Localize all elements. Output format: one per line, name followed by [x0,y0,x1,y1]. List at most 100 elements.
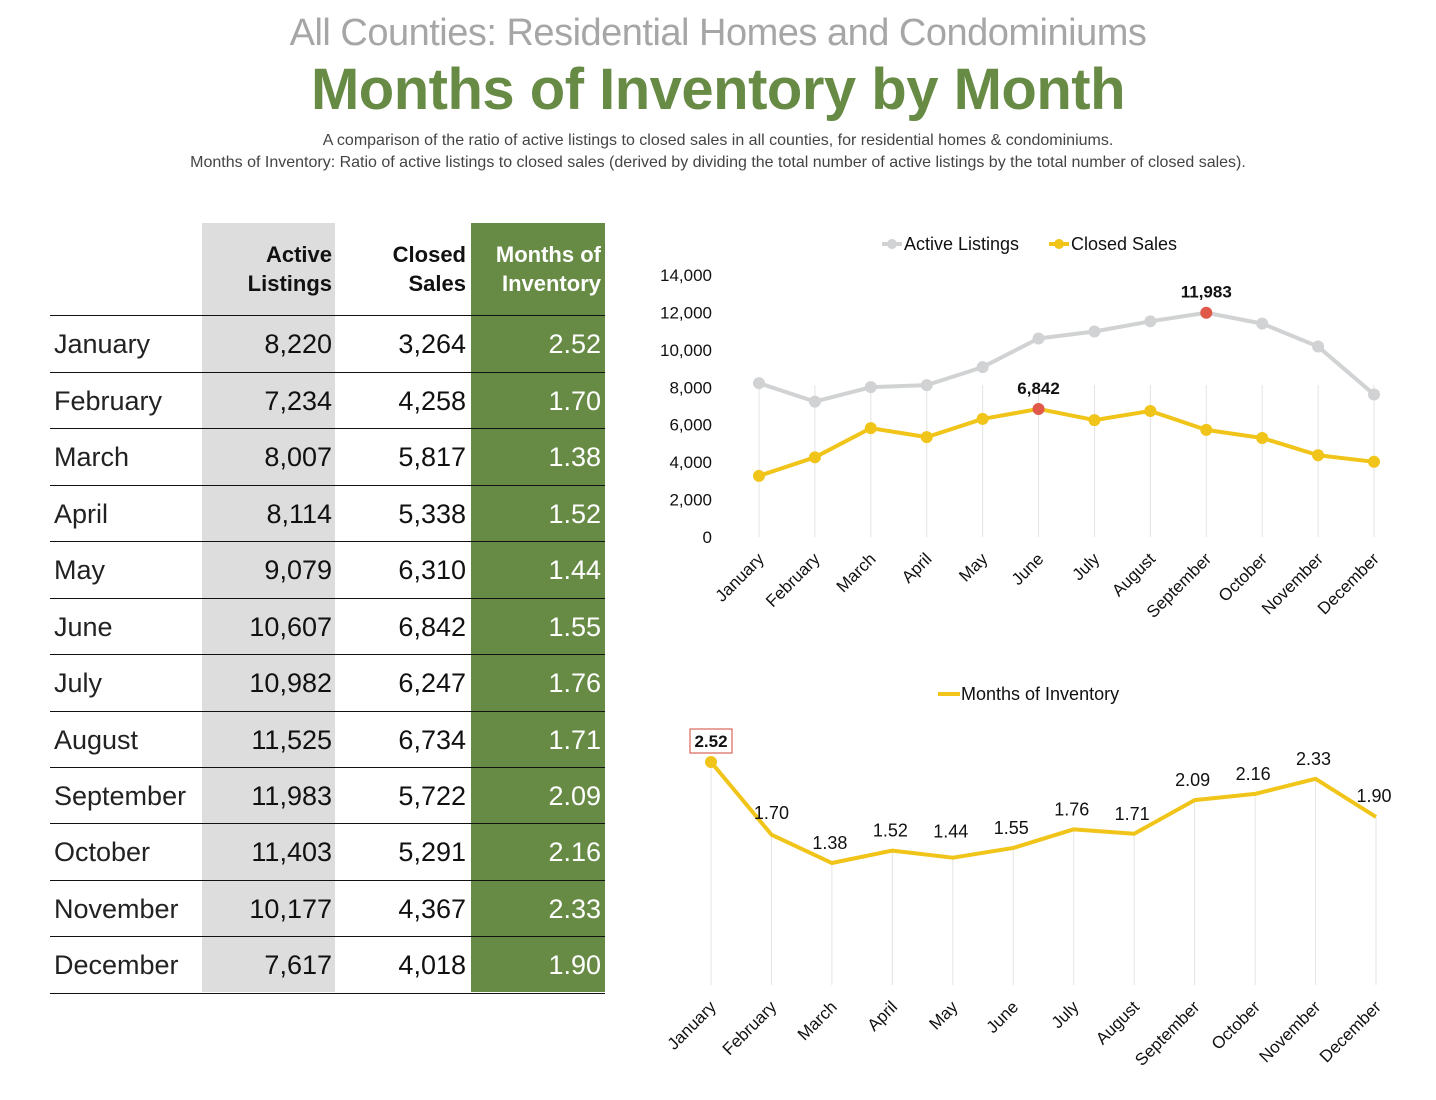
closed-sales-cell: 5,722 [398,781,466,811]
highlight-point [1200,306,1213,319]
y-tick-label: 4,000 [669,453,712,472]
y-tick-label: 14,000 [660,266,712,285]
description-line-2: Months of Inventory: Ratio of active lis… [190,154,1246,171]
series-line-active-listings [758,310,1376,404]
highlight-point [705,756,717,768]
data-point [1256,317,1269,330]
legend-marker-active-listings [887,239,897,249]
x-tick-label: August [1092,997,1143,1048]
y-tick-label: 10,000 [660,341,712,360]
active-listings-cell: 7,617 [264,950,332,980]
active-listings-cell: 11,403 [251,837,332,867]
data-label: 2.16 [1236,764,1271,784]
data-point [920,379,933,392]
header-active-listings: Active Listings [247,242,332,296]
x-tick-label: March [794,997,841,1044]
data-point [1256,431,1269,444]
header-closed-sales: Closed Sales [392,242,466,296]
x-tick-label: July [1048,997,1083,1032]
table-row: January 8,220 3,264 2.52 [50,315,605,372]
table-row: August 11,525 6,734 1.71 [50,711,605,768]
x-tick-label: January [712,549,769,606]
x-tick-label: January [664,997,721,1054]
table-row: July 10,982 6,247 1.76 [50,654,605,711]
data-point [1144,404,1157,417]
closed-sales-cell: 4,367 [398,894,466,924]
y-tick-label: 12,000 [660,303,712,322]
table-row: September 11,983 5,722 2.09 [50,767,605,824]
closed-sales-cell: 6,734 [398,725,466,755]
data-point [1088,325,1101,338]
month-cell: April [54,499,109,529]
table-row: May 9,079 6,310 1.44 [50,541,605,598]
active-listings-cell: 10,982 [249,668,332,698]
data-point [808,451,821,464]
closed-sales-cell: 5,291 [398,837,466,867]
months-of-inventory-cell: 1.71 [548,725,601,755]
active-listings-cell: 8,220 [264,329,332,359]
data-point [976,412,989,425]
data-label: 11,983 [1181,283,1232,302]
legend-label: Active Listings [904,234,1019,254]
table-row: April 8,114 5,338 1.52 [50,485,605,542]
months-of-inventory-column-bg [471,223,605,992]
active-listings-cell: 9,079 [264,555,332,585]
data-label: 1.71 [1115,804,1150,824]
closed-sales-cell: 5,817 [398,442,466,472]
x-tick-label: August [1108,549,1159,600]
x-tick-label: September [1131,997,1203,1069]
y-tick-label: 0 [703,528,712,547]
data-label: 1.52 [873,821,908,841]
closed-sales-cell: 6,247 [398,668,466,698]
months-of-inventory-cell: 1.52 [548,499,601,529]
series-line-closed-sales [758,406,1375,478]
x-tick-label: February [719,997,781,1059]
months-of-inventory-cell: 2.16 [548,837,601,867]
months-of-inventory-cell: 2.52 [548,329,601,359]
active-listings-cell: 10,177 [249,894,332,924]
months-of-inventory-cell: 2.09 [548,781,601,811]
months-of-inventory-cell: 2.33 [548,894,601,924]
month-cell: June [54,612,113,642]
data-point [1032,332,1045,345]
months-of-inventory-cell: 1.38 [548,442,601,472]
legend-label: Closed Sales [1071,234,1177,254]
closed-sales-cell: 3,264 [398,329,466,359]
data-point [976,361,989,374]
x-tick-label: May [925,997,961,1033]
months-of-inventory-cell: 1.44 [548,555,601,585]
x-tick-label: December [1314,549,1383,618]
month-cell: March [54,442,130,472]
month-cell: January [54,329,151,359]
description-line-1: A comparison of the ratio of active list… [322,132,1114,149]
active-listings-cell: 11,983 [251,781,332,811]
data-point [1368,455,1380,468]
data-point [864,422,877,435]
x-tick-label: June [983,997,1023,1037]
data-label: 1.70 [754,803,789,823]
months-of-inventory-cell: 1.70 [548,386,601,416]
table-row: December 7,617 4,018 1.90 [50,936,605,994]
data-label: 6,842 [1017,379,1060,398]
month-cell: August [54,725,139,755]
x-tick-label: October [1208,997,1264,1053]
data-label: 1.44 [933,822,968,842]
data-point [864,381,877,394]
x-tick-label: December [1316,997,1385,1066]
legend-label: Months of Inventory [961,684,1119,704]
x-tick-label: March [833,549,880,596]
active-listings-cell: 8,007 [264,442,332,472]
x-tick-label: May [955,549,991,585]
data-point [1088,414,1101,427]
table-row: October 11,403 5,291 2.16 [50,823,605,880]
highlight-point [1032,402,1045,415]
data-point [920,431,933,444]
header-months-of-inventory: Months of Inventory [495,242,601,296]
x-tick-label: November [1255,997,1324,1066]
month-cell: May [54,555,106,585]
closed-sales-cell: 5,338 [398,499,466,529]
data-point [753,377,765,390]
table-row: June 10,607 6,842 1.55 [50,598,605,655]
data-label: 2.52 [694,732,727,751]
